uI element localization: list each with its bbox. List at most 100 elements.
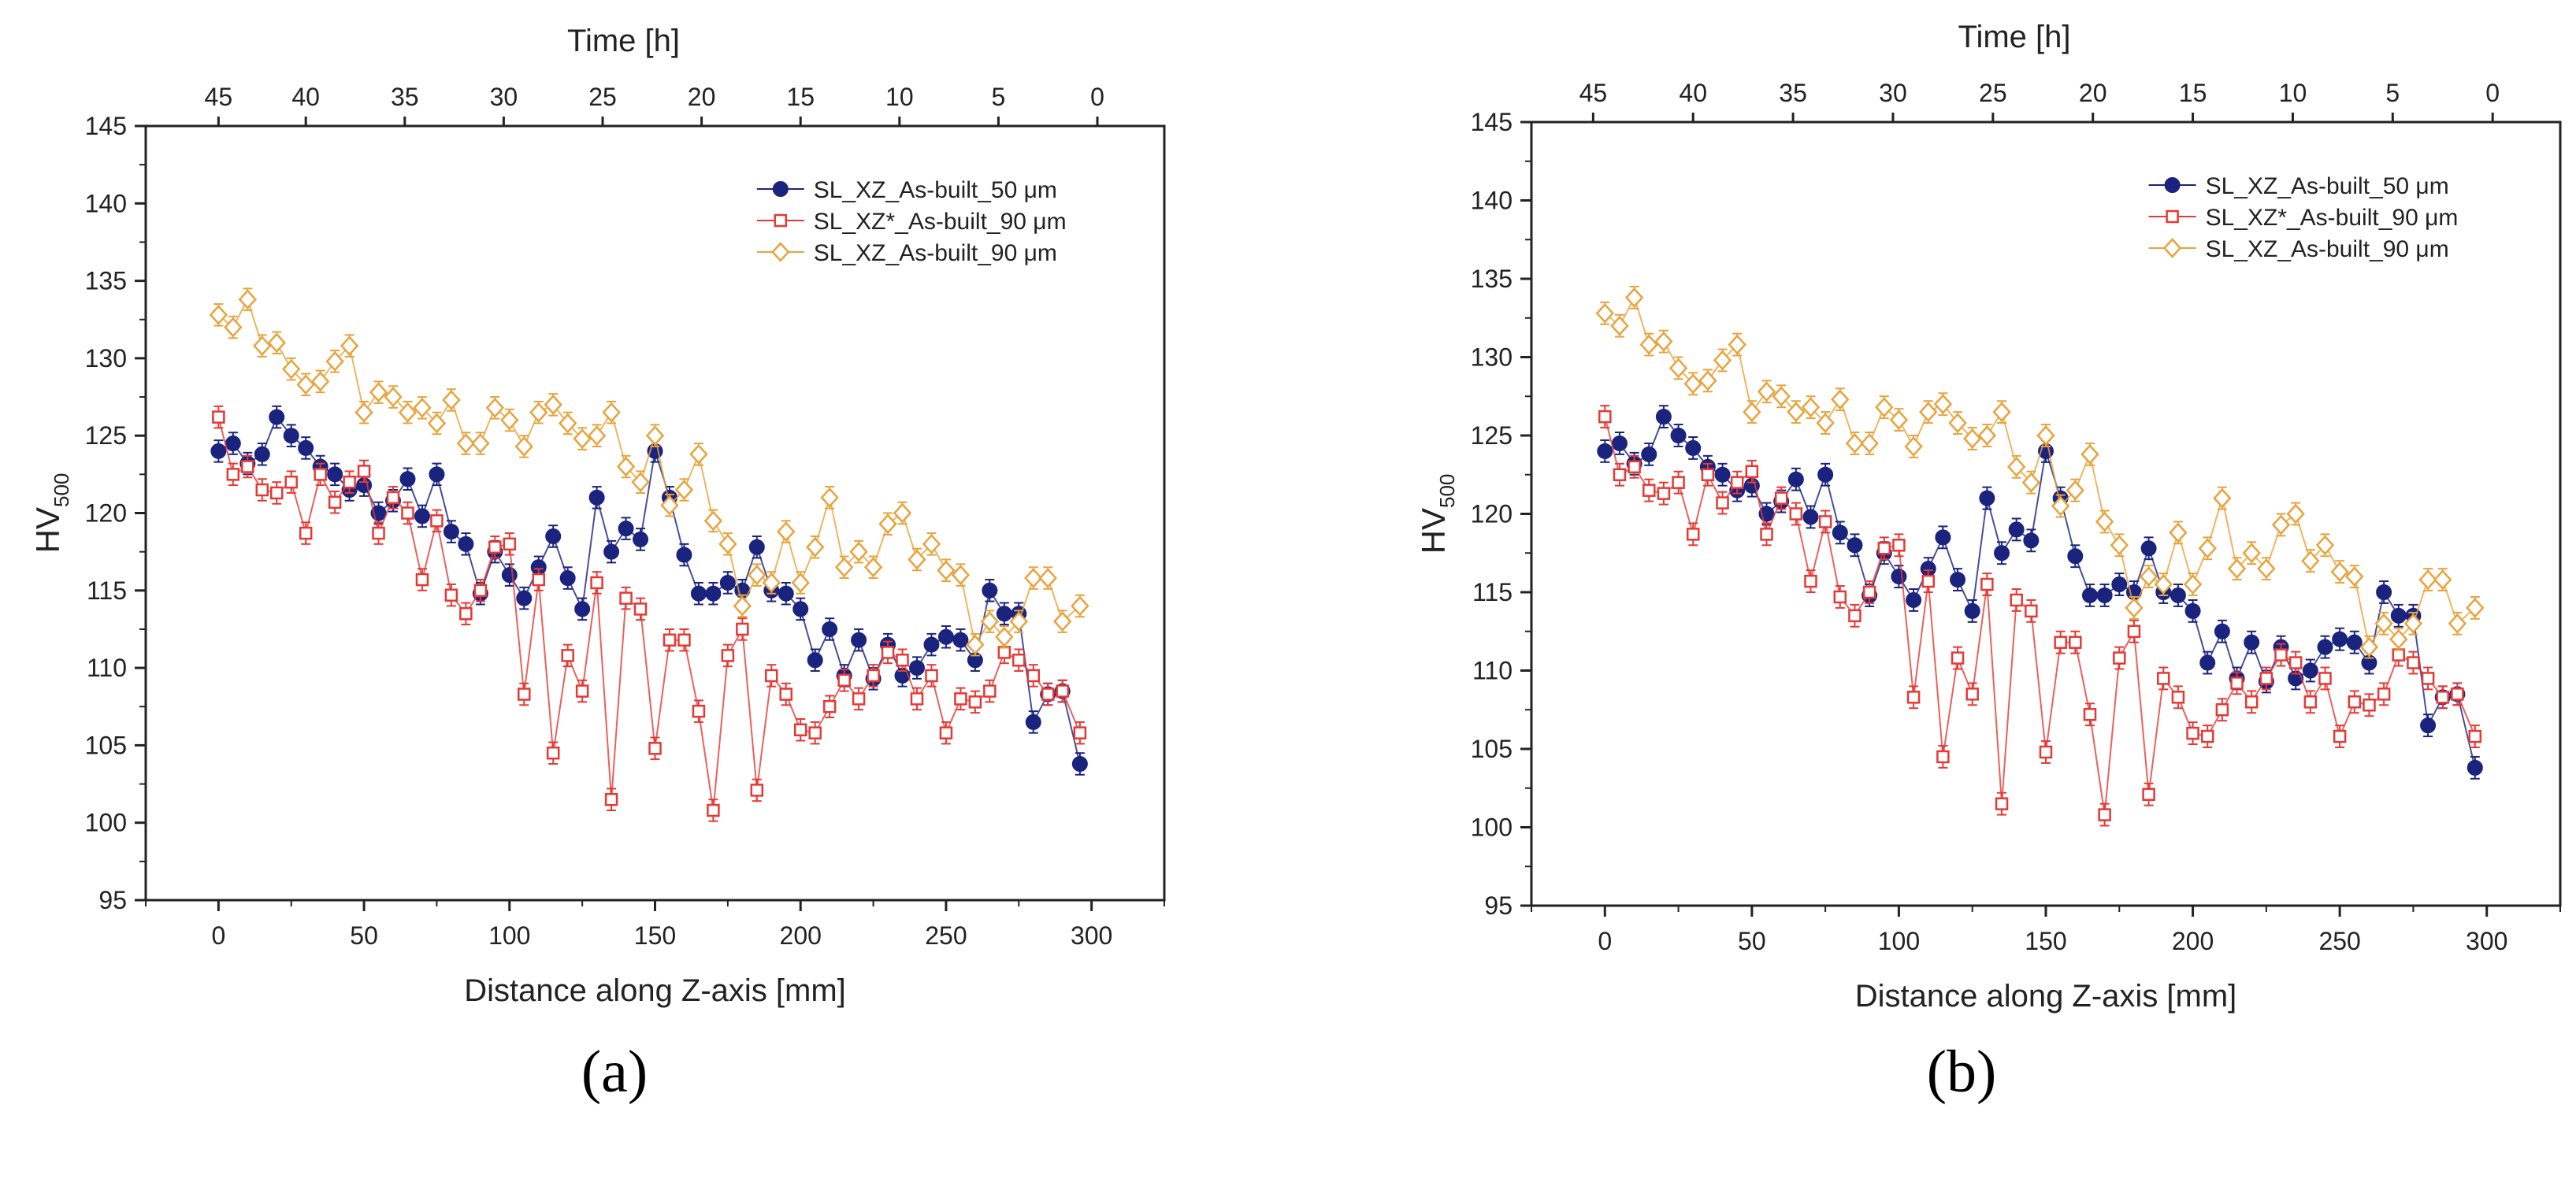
data-point <box>2407 656 2420 669</box>
data-point <box>777 521 796 542</box>
data-point <box>2110 535 2129 556</box>
data-point <box>1655 409 1672 425</box>
data-point <box>414 508 430 524</box>
data-point <box>2162 238 2182 258</box>
data-point <box>689 443 708 465</box>
data-point <box>340 335 359 357</box>
x-tick-label: 200 <box>2172 927 2214 955</box>
data-point <box>1728 334 1746 355</box>
data-point <box>1979 490 1995 506</box>
data-point <box>1904 436 1923 457</box>
data-point <box>1610 315 1629 336</box>
data-point <box>2244 695 2259 709</box>
data-point <box>2171 691 2185 704</box>
data-point <box>429 466 445 483</box>
data-point <box>1716 496 1729 510</box>
data-point <box>238 289 257 310</box>
y-tick-label: 120 <box>1471 500 1513 528</box>
data-point <box>1818 515 1832 528</box>
data-point <box>369 382 388 403</box>
time-tick-label: 30 <box>1879 79 1907 107</box>
data-point <box>1714 466 1731 483</box>
data-point <box>1757 381 1776 402</box>
data-point <box>2169 522 2188 543</box>
data-point <box>254 446 270 462</box>
data-point <box>2200 729 2214 743</box>
data-point <box>587 425 607 447</box>
x-tick-label: 50 <box>1738 927 1766 955</box>
data-point <box>1053 611 1072 632</box>
data-point <box>2374 613 2393 634</box>
data-point <box>677 633 691 647</box>
data-point <box>1933 394 1953 415</box>
data-point <box>296 374 315 395</box>
data-point <box>603 543 620 560</box>
data-point <box>2066 480 2085 501</box>
data-point <box>1624 287 1644 308</box>
data-point <box>820 487 839 508</box>
data-point <box>602 402 621 423</box>
data-point <box>908 549 926 570</box>
data-point <box>209 304 228 325</box>
chart-panel-b: 95 100 105 110 115 120 125 130 135 140 145 0 50 100 15… <box>1288 0 2576 1186</box>
data-point <box>444 588 458 602</box>
data-point <box>1995 797 2009 810</box>
data-point <box>343 475 356 489</box>
data-point <box>575 684 589 698</box>
data-point <box>2080 444 2099 465</box>
data-point <box>1041 688 1055 701</box>
data-point <box>1804 574 1817 588</box>
data-point <box>2199 654 2216 671</box>
data-point <box>518 688 531 701</box>
data-point <box>1009 611 1028 632</box>
data-point <box>241 460 254 473</box>
y-tick-label: 110 <box>1472 657 1513 685</box>
data-point <box>413 397 432 418</box>
y-tick-label: 105 <box>85 731 127 759</box>
data-point <box>224 317 243 338</box>
top-axis-title: Time [h] <box>1958 20 2071 54</box>
data-point <box>2317 639 2333 655</box>
data-point <box>488 540 502 554</box>
data-point <box>2214 623 2230 639</box>
data-point <box>325 350 344 372</box>
data-point <box>952 632 969 648</box>
data-point <box>310 371 330 392</box>
data-point <box>852 692 866 706</box>
data-point <box>298 439 314 456</box>
data-point <box>573 428 592 449</box>
data-point <box>721 649 735 662</box>
data-point <box>2170 587 2186 603</box>
data-point <box>1743 402 1761 423</box>
data-point <box>851 632 867 648</box>
data-point <box>980 611 1000 632</box>
data-point <box>954 692 967 706</box>
data-point <box>1877 542 1891 555</box>
data-point <box>2318 672 2332 685</box>
data-point <box>968 695 982 709</box>
x-tick-label: 300 <box>1071 921 1112 950</box>
y-tick-label: 100 <box>1471 814 1513 842</box>
data-point <box>1611 435 1628 451</box>
data-point <box>2023 532 2040 549</box>
data-point <box>2377 688 2391 701</box>
data-point <box>269 486 284 500</box>
x-tick-label: 250 <box>925 921 967 950</box>
data-point <box>2348 695 2362 709</box>
data-point <box>2051 495 2070 517</box>
data-point <box>1862 585 1876 599</box>
data-point <box>485 397 505 418</box>
data-point <box>2363 699 2376 712</box>
x-tick-label: 50 <box>350 921 378 950</box>
data-point <box>2098 808 2111 821</box>
data-point <box>893 502 912 524</box>
data-point <box>2096 587 2113 603</box>
y-axis-title-subscript: 500 <box>50 473 73 507</box>
y-axis-title: HV500 <box>1415 474 1459 554</box>
data-point <box>2345 566 2364 587</box>
data-point <box>1964 602 1980 619</box>
data-point <box>1026 669 1041 683</box>
data-point <box>733 595 752 617</box>
time-tick-label: 20 <box>688 83 716 111</box>
data-point <box>2095 511 2114 532</box>
